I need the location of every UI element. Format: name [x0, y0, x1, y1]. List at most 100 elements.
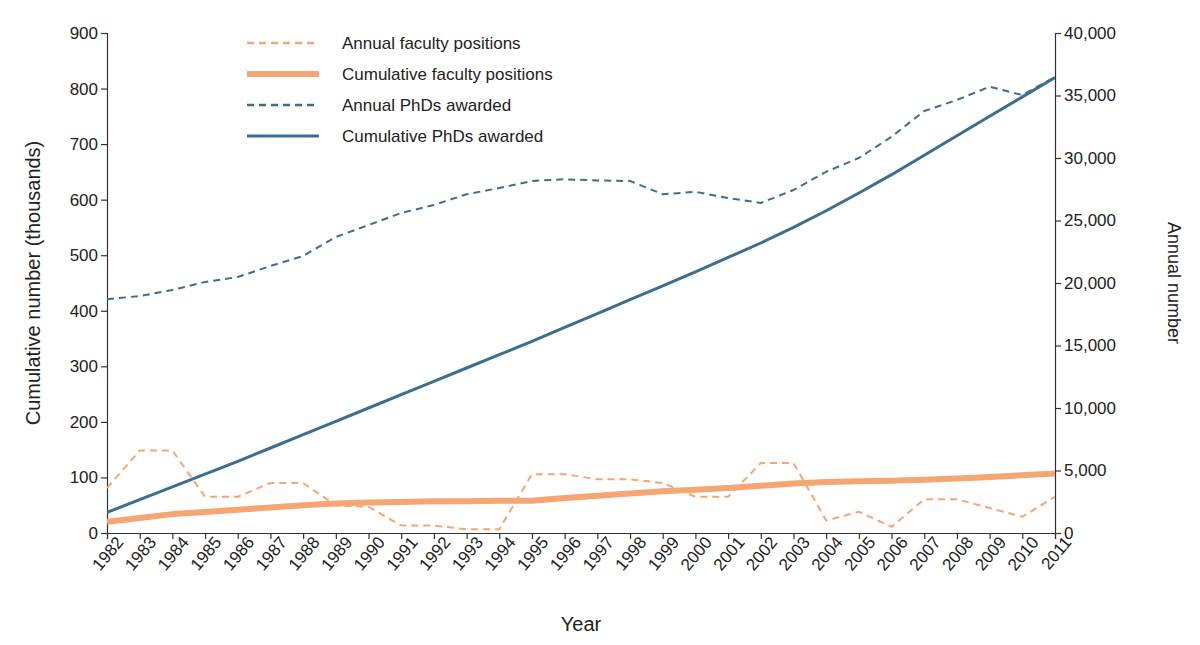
tick-label: 2009 — [971, 533, 1010, 574]
tick: 300 — [70, 357, 107, 376]
tick-label: 1988 — [285, 533, 324, 574]
tick: 1991 — [383, 533, 422, 574]
tick: 10,000 — [1055, 399, 1116, 418]
tick-mark — [101, 533, 107, 534]
x-axis-title: Year — [561, 613, 602, 635]
y2-axis-title: Annual number — [1164, 222, 1184, 344]
tick-label: 800 — [70, 79, 98, 98]
tick: 1993 — [448, 533, 487, 574]
legend-label: Cumulative faculty positions — [342, 65, 553, 84]
tick: 400 — [70, 302, 107, 321]
series-line — [107, 474, 1055, 522]
tick-label: 2005 — [840, 533, 879, 574]
tick-label: 2002 — [742, 533, 781, 574]
tick-label: 1993 — [448, 533, 487, 574]
tick: 40,000 — [1055, 24, 1116, 43]
legend-swatch — [247, 104, 319, 107]
plot: 1982198319841985198619871988198919901991… — [70, 24, 1116, 574]
tick-label: 1994 — [481, 533, 520, 574]
tick-label: 900 — [70, 24, 98, 43]
tick: 100 — [70, 468, 107, 487]
legend-label: Cumulative PhDs awarded — [342, 127, 543, 146]
tick-label: 10,000 — [1064, 399, 1116, 418]
tick-label: 500 — [70, 246, 98, 265]
tick: 1984 — [154, 533, 193, 574]
tick-mark — [101, 311, 107, 312]
y-axis-title: Cumulative number (thousands) — [22, 141, 44, 426]
y2-axis: 05,00010,00015,00020,00025,00030,00035,0… — [1055, 24, 1116, 543]
tick: 0 — [1055, 524, 1073, 543]
tick-mark — [1055, 220, 1061, 221]
axis-line — [101, 34, 108, 534]
tick-label: 1995 — [514, 533, 553, 574]
tick-label: 30,000 — [1064, 149, 1116, 168]
tick: 2005 — [840, 533, 879, 574]
tick-mark — [1055, 533, 1061, 534]
tick: 2000 — [677, 533, 716, 574]
legend-item: Annual PhDs awarded — [247, 96, 511, 115]
tick: 1983 — [121, 533, 160, 574]
tick-label: 20,000 — [1064, 274, 1116, 293]
tick: 200 — [70, 413, 107, 432]
tick-mark — [1055, 158, 1061, 159]
tick: 2004 — [808, 533, 847, 574]
tick-mark — [101, 477, 107, 478]
tick-label: 1996 — [546, 533, 585, 574]
tick-label: 400 — [70, 302, 98, 321]
tick: 1995 — [514, 533, 553, 574]
tick-label: 2010 — [1004, 533, 1043, 574]
tick-label: 1989 — [317, 533, 356, 574]
tick: 2001 — [710, 533, 749, 574]
legend-item: Cumulative PhDs awarded — [247, 127, 543, 146]
tick-label: 2007 — [906, 533, 945, 574]
legend-item: Cumulative faculty positions — [247, 65, 553, 84]
tick: 1997 — [579, 533, 618, 574]
tick-label: 2003 — [775, 533, 814, 574]
tick-mark — [101, 144, 107, 145]
tick-label: 700 — [70, 135, 98, 154]
tick: 500 — [70, 246, 107, 265]
tick: 1985 — [187, 533, 226, 574]
tick-label: 5,000 — [1064, 461, 1107, 480]
legend-swatch — [247, 135, 319, 138]
tick: 1986 — [219, 533, 258, 574]
legend-swatch — [247, 71, 319, 77]
tick-mark — [1055, 470, 1061, 471]
series-line — [107, 77, 1055, 512]
tick: 2002 — [742, 533, 781, 574]
tick: 600 — [70, 191, 107, 210]
x-axis: 1982198319841985198619871988198919901991… — [89, 533, 1076, 574]
tick: 1988 — [285, 533, 324, 574]
tick: 20,000 — [1055, 274, 1116, 293]
tick-label: 1992 — [415, 533, 454, 574]
tick-mark — [1055, 33, 1061, 34]
tick-mark — [1055, 283, 1061, 284]
y-axis: 0100200300400500600700800900 — [70, 24, 108, 543]
tick: 35,000 — [1055, 86, 1116, 105]
chart: 1982198319841985198619871988198919901991… — [0, 0, 1200, 645]
axis-line — [1056, 34, 1062, 534]
tick-label: 1990 — [350, 533, 389, 574]
tick: 2003 — [775, 533, 814, 574]
tick: 900 — [70, 24, 107, 43]
tick: 700 — [70, 135, 107, 154]
tick: 1998 — [612, 533, 651, 574]
tick: 2010 — [1004, 533, 1043, 574]
legend-swatch — [247, 42, 319, 45]
tick-label: 1999 — [644, 533, 683, 574]
tick-label: 2004 — [808, 533, 847, 574]
tick-mark — [1055, 345, 1061, 346]
tick-label: 2006 — [873, 533, 912, 574]
tick: 25,000 — [1055, 211, 1116, 230]
tick-label: 1985 — [187, 533, 226, 574]
legend-item: Annual faculty positions — [247, 34, 521, 53]
tick-mark — [101, 255, 107, 256]
tick: 800 — [70, 79, 107, 98]
tick-label: 2008 — [939, 533, 978, 574]
tick: 1996 — [546, 533, 585, 574]
tick-label: 1986 — [219, 533, 258, 574]
legend-label: Annual PhDs awarded — [342, 96, 511, 115]
tick-mark — [101, 422, 107, 423]
tick-label: 0 — [1064, 524, 1073, 543]
series-line — [107, 451, 1055, 530]
